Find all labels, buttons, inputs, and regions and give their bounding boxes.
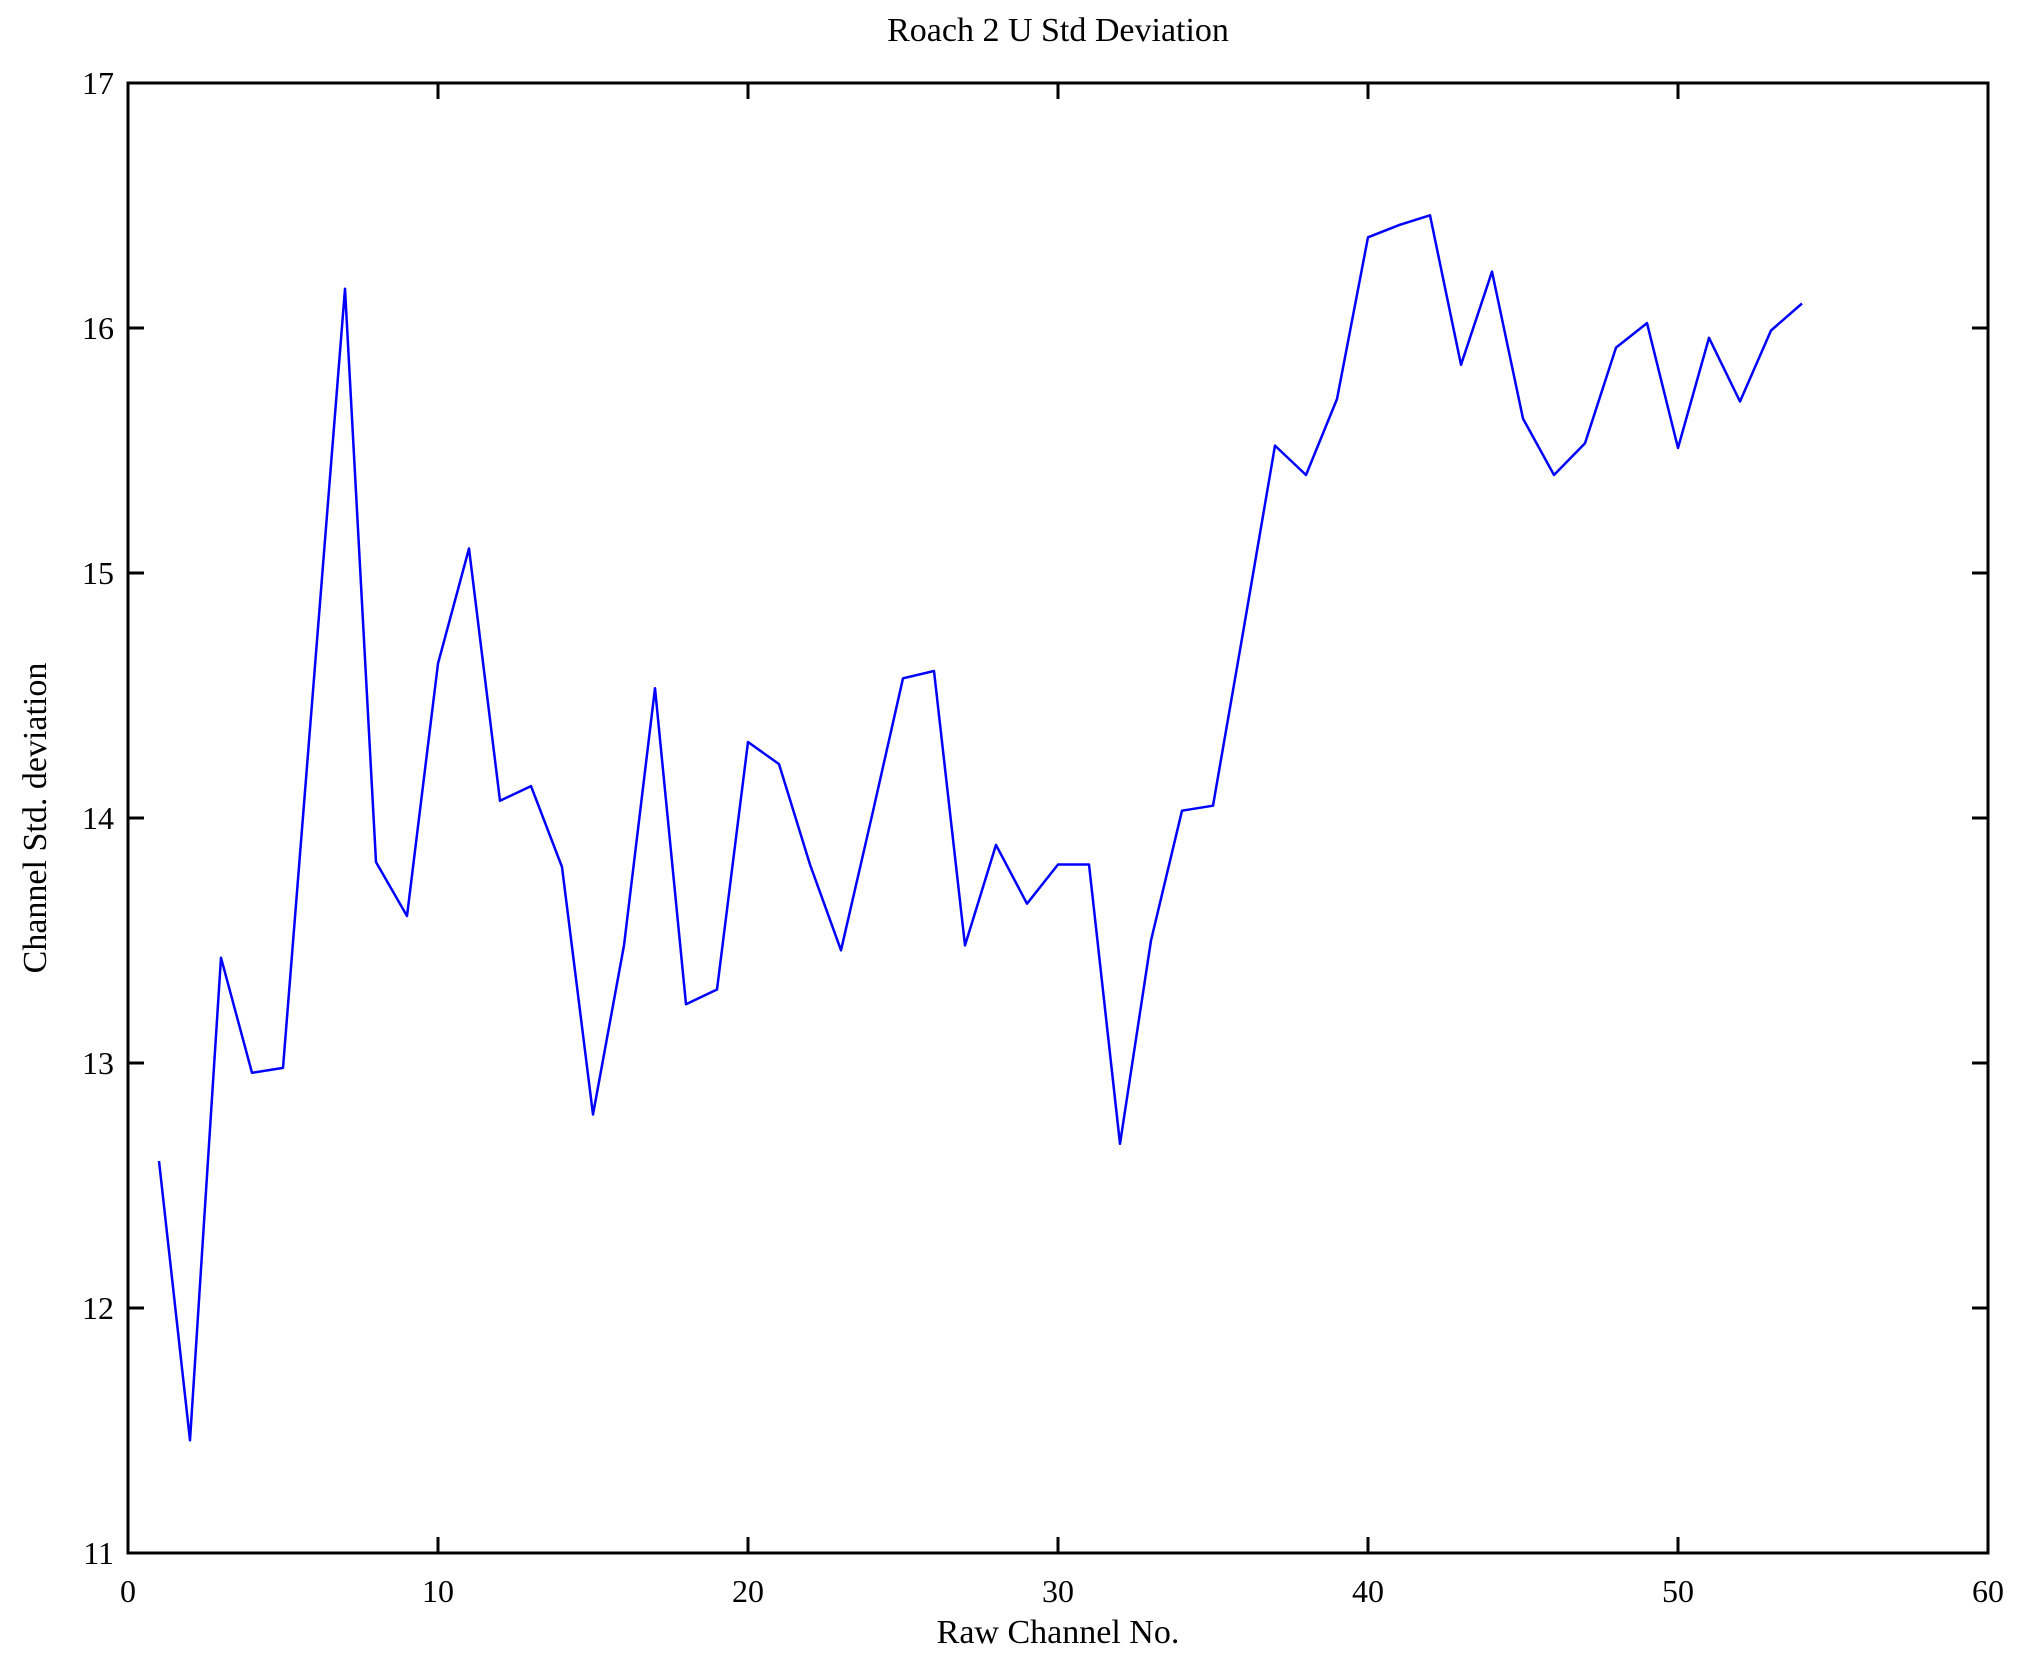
data-line-channel-std-deviation [157, 214, 1803, 1442]
y-tick-label-4: 15 [82, 555, 114, 591]
y-axis-label: Channel Std. deviation [17, 662, 54, 974]
x-tick-label-1: 10 [422, 1573, 454, 1609]
x-tick-label-0: 0 [120, 1573, 136, 1609]
plot-box [126, 81, 1990, 1555]
x-tick-label-2: 20 [732, 1573, 764, 1609]
y-tick-label-6: 17 [82, 65, 114, 101]
y-tick-label-0: 11 [83, 1535, 114, 1571]
y-tick-label-2: 13 [82, 1045, 114, 1081]
y-tick-label-5: 16 [82, 310, 114, 346]
chart-title: Roach 2 U Std Deviation [887, 12, 1229, 49]
y-tick-label-1: 12 [82, 1290, 114, 1326]
x-tick-label-6: 60 [1972, 1573, 2004, 1609]
y-tick-label-3: 14 [82, 800, 114, 836]
x-axis-label: Raw Channel No. [936, 1614, 1180, 1651]
x-tick-label-3: 30 [1042, 1573, 1074, 1609]
x-tick-label-5: 50 [1662, 1573, 1694, 1609]
x-tick-label-4: 40 [1352, 1573, 1384, 1609]
